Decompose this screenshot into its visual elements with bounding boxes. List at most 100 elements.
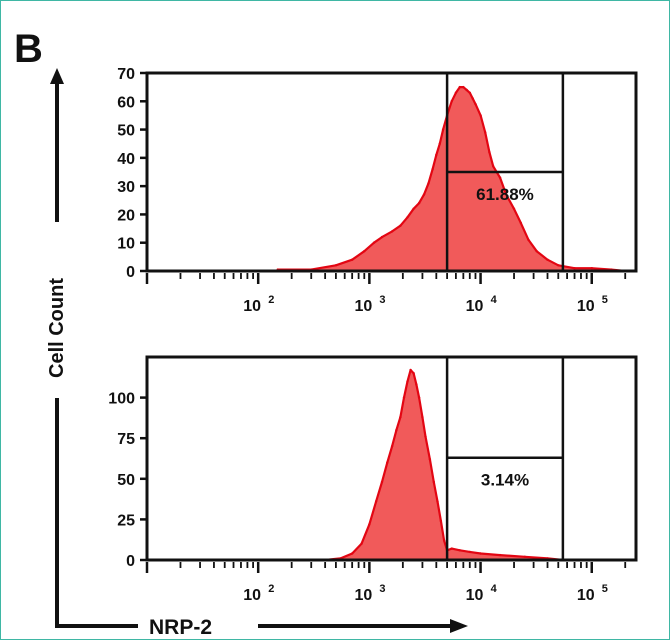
- panel-label: B: [14, 27, 43, 71]
- histogram-point: [439, 519, 443, 523]
- histogram-point: [557, 264, 560, 267]
- x-tick-label: 10: [466, 298, 484, 315]
- x-tick-label: 10: [354, 587, 372, 604]
- histogram-point: [424, 435, 427, 438]
- histogram-point: [479, 552, 482, 555]
- histogram-point: [406, 380, 409, 383]
- histogram-point: [498, 553, 502, 557]
- histogram-point: [380, 235, 384, 239]
- histogram-point: [535, 250, 538, 253]
- histogram-point: [454, 91, 458, 95]
- histogram-point: [474, 102, 477, 106]
- histogram-point: [380, 480, 384, 484]
- histogram-point: [468, 550, 471, 554]
- x-tick-label-exponent: 5: [602, 294, 608, 306]
- x-tick-label-exponent: 4: [491, 583, 498, 595]
- histogram-point: [462, 85, 465, 89]
- y-tick-label: 0: [126, 553, 135, 570]
- histogram-point: [431, 168, 434, 171]
- histogram-point: [406, 216, 409, 219]
- histogram-point: [399, 224, 402, 227]
- histogram-point: [363, 250, 366, 253]
- histogram-point: [390, 230, 394, 233]
- histogram-point: [412, 207, 415, 210]
- histogram-point: [432, 480, 435, 484]
- histogram-point: [527, 238, 530, 242]
- histogram-point: [546, 258, 549, 261]
- x-tick-label: 10: [466, 587, 484, 604]
- histogram-point: [590, 267, 593, 270]
- histogram-point: [523, 555, 526, 558]
- histogram-point: [465, 88, 468, 92]
- histogram-point: [471, 97, 474, 100]
- x-tick-label-exponent: 2: [268, 294, 274, 306]
- y-tick-label: 60: [117, 94, 135, 111]
- histogram-point: [519, 221, 522, 225]
- gate-percentage-label: 3.14%: [481, 471, 529, 490]
- histogram-point: [458, 549, 461, 552]
- histogram-point: [417, 396, 421, 399]
- histogram-point: [422, 193, 426, 196]
- histogram-point: [360, 542, 363, 545]
- histogram-point: [390, 445, 394, 448]
- y-tick-label: 25: [117, 512, 135, 529]
- histogram-point: [488, 151, 491, 154]
- histogram-point: [441, 128, 445, 131]
- histogram-point: [498, 176, 502, 179]
- histogram-point: [351, 258, 354, 261]
- x-tick-label-exponent: 4: [491, 294, 498, 306]
- x-tick-label-exponent: 2: [268, 583, 274, 595]
- x-arrow-head: [450, 619, 468, 633]
- histogram-point: [436, 500, 439, 503]
- histogram-point: [421, 415, 424, 419]
- y-tick-label: 50: [117, 123, 135, 140]
- histogram-area: [324, 368, 564, 562]
- histogram-area: [276, 86, 627, 273]
- y-axis-label: Cell Count: [46, 278, 68, 378]
- histogram-point: [417, 201, 421, 205]
- histogram-panel-top: 61.88% 0 10 20 30 40 50 60 70 10 2 10 3 10 4 10 5: [117, 66, 638, 315]
- y-tick-label: 10: [117, 236, 135, 253]
- y-tick-label: 0: [126, 264, 135, 281]
- x-tick-label: 10: [354, 298, 372, 315]
- x-tick-label-exponent: 3: [379, 294, 385, 306]
- histogram-point: [399, 415, 402, 419]
- x-tick-label: 10: [243, 587, 261, 604]
- histogram-point: [450, 547, 453, 550]
- histogram-point: [512, 207, 516, 210]
- histogram-point: [484, 131, 487, 134]
- y-tick-label: 70: [117, 66, 135, 83]
- histogram-point: [372, 241, 376, 244]
- histogram-point: [442, 539, 446, 542]
- plot-frame: [145, 71, 638, 273]
- histogram-point: [386, 461, 389, 464]
- histogram-point: [428, 458, 432, 461]
- histogram-point: [334, 264, 338, 267]
- histogram-point: [468, 91, 471, 95]
- y-tick-label: 40: [117, 151, 135, 168]
- gate-percentage-label: 61.88%: [476, 185, 534, 204]
- x-axis-label: NRP-2: [149, 616, 212, 639]
- histogram-panel-bottom: 3.14% 0 25 50 75 100 10 2 10 3 10 4 10 5: [108, 355, 638, 604]
- histogram-point: [395, 428, 398, 432]
- histogram-point: [435, 153, 438, 157]
- histogram-point: [415, 383, 418, 386]
- histogram-point: [351, 552, 354, 555]
- y-tick-label: 20: [117, 207, 135, 224]
- histogram-point: [412, 372, 415, 375]
- y-arrow-head: [50, 68, 64, 84]
- y-tick-label: 75: [117, 431, 135, 448]
- histogram-point: [438, 142, 441, 145]
- x-tick-label-exponent: 3: [379, 583, 385, 595]
- histogram-point: [409, 368, 412, 372]
- y-tick-label: 50: [117, 472, 135, 489]
- histogram-point: [573, 267, 576, 270]
- histogram-point: [458, 85, 461, 89]
- histogram-point: [479, 114, 482, 117]
- histogram-point: [450, 100, 453, 103]
- x-tick-label-exponent: 5: [602, 583, 608, 595]
- x-tick-label: 10: [577, 298, 595, 315]
- plot-frame: [145, 355, 638, 562]
